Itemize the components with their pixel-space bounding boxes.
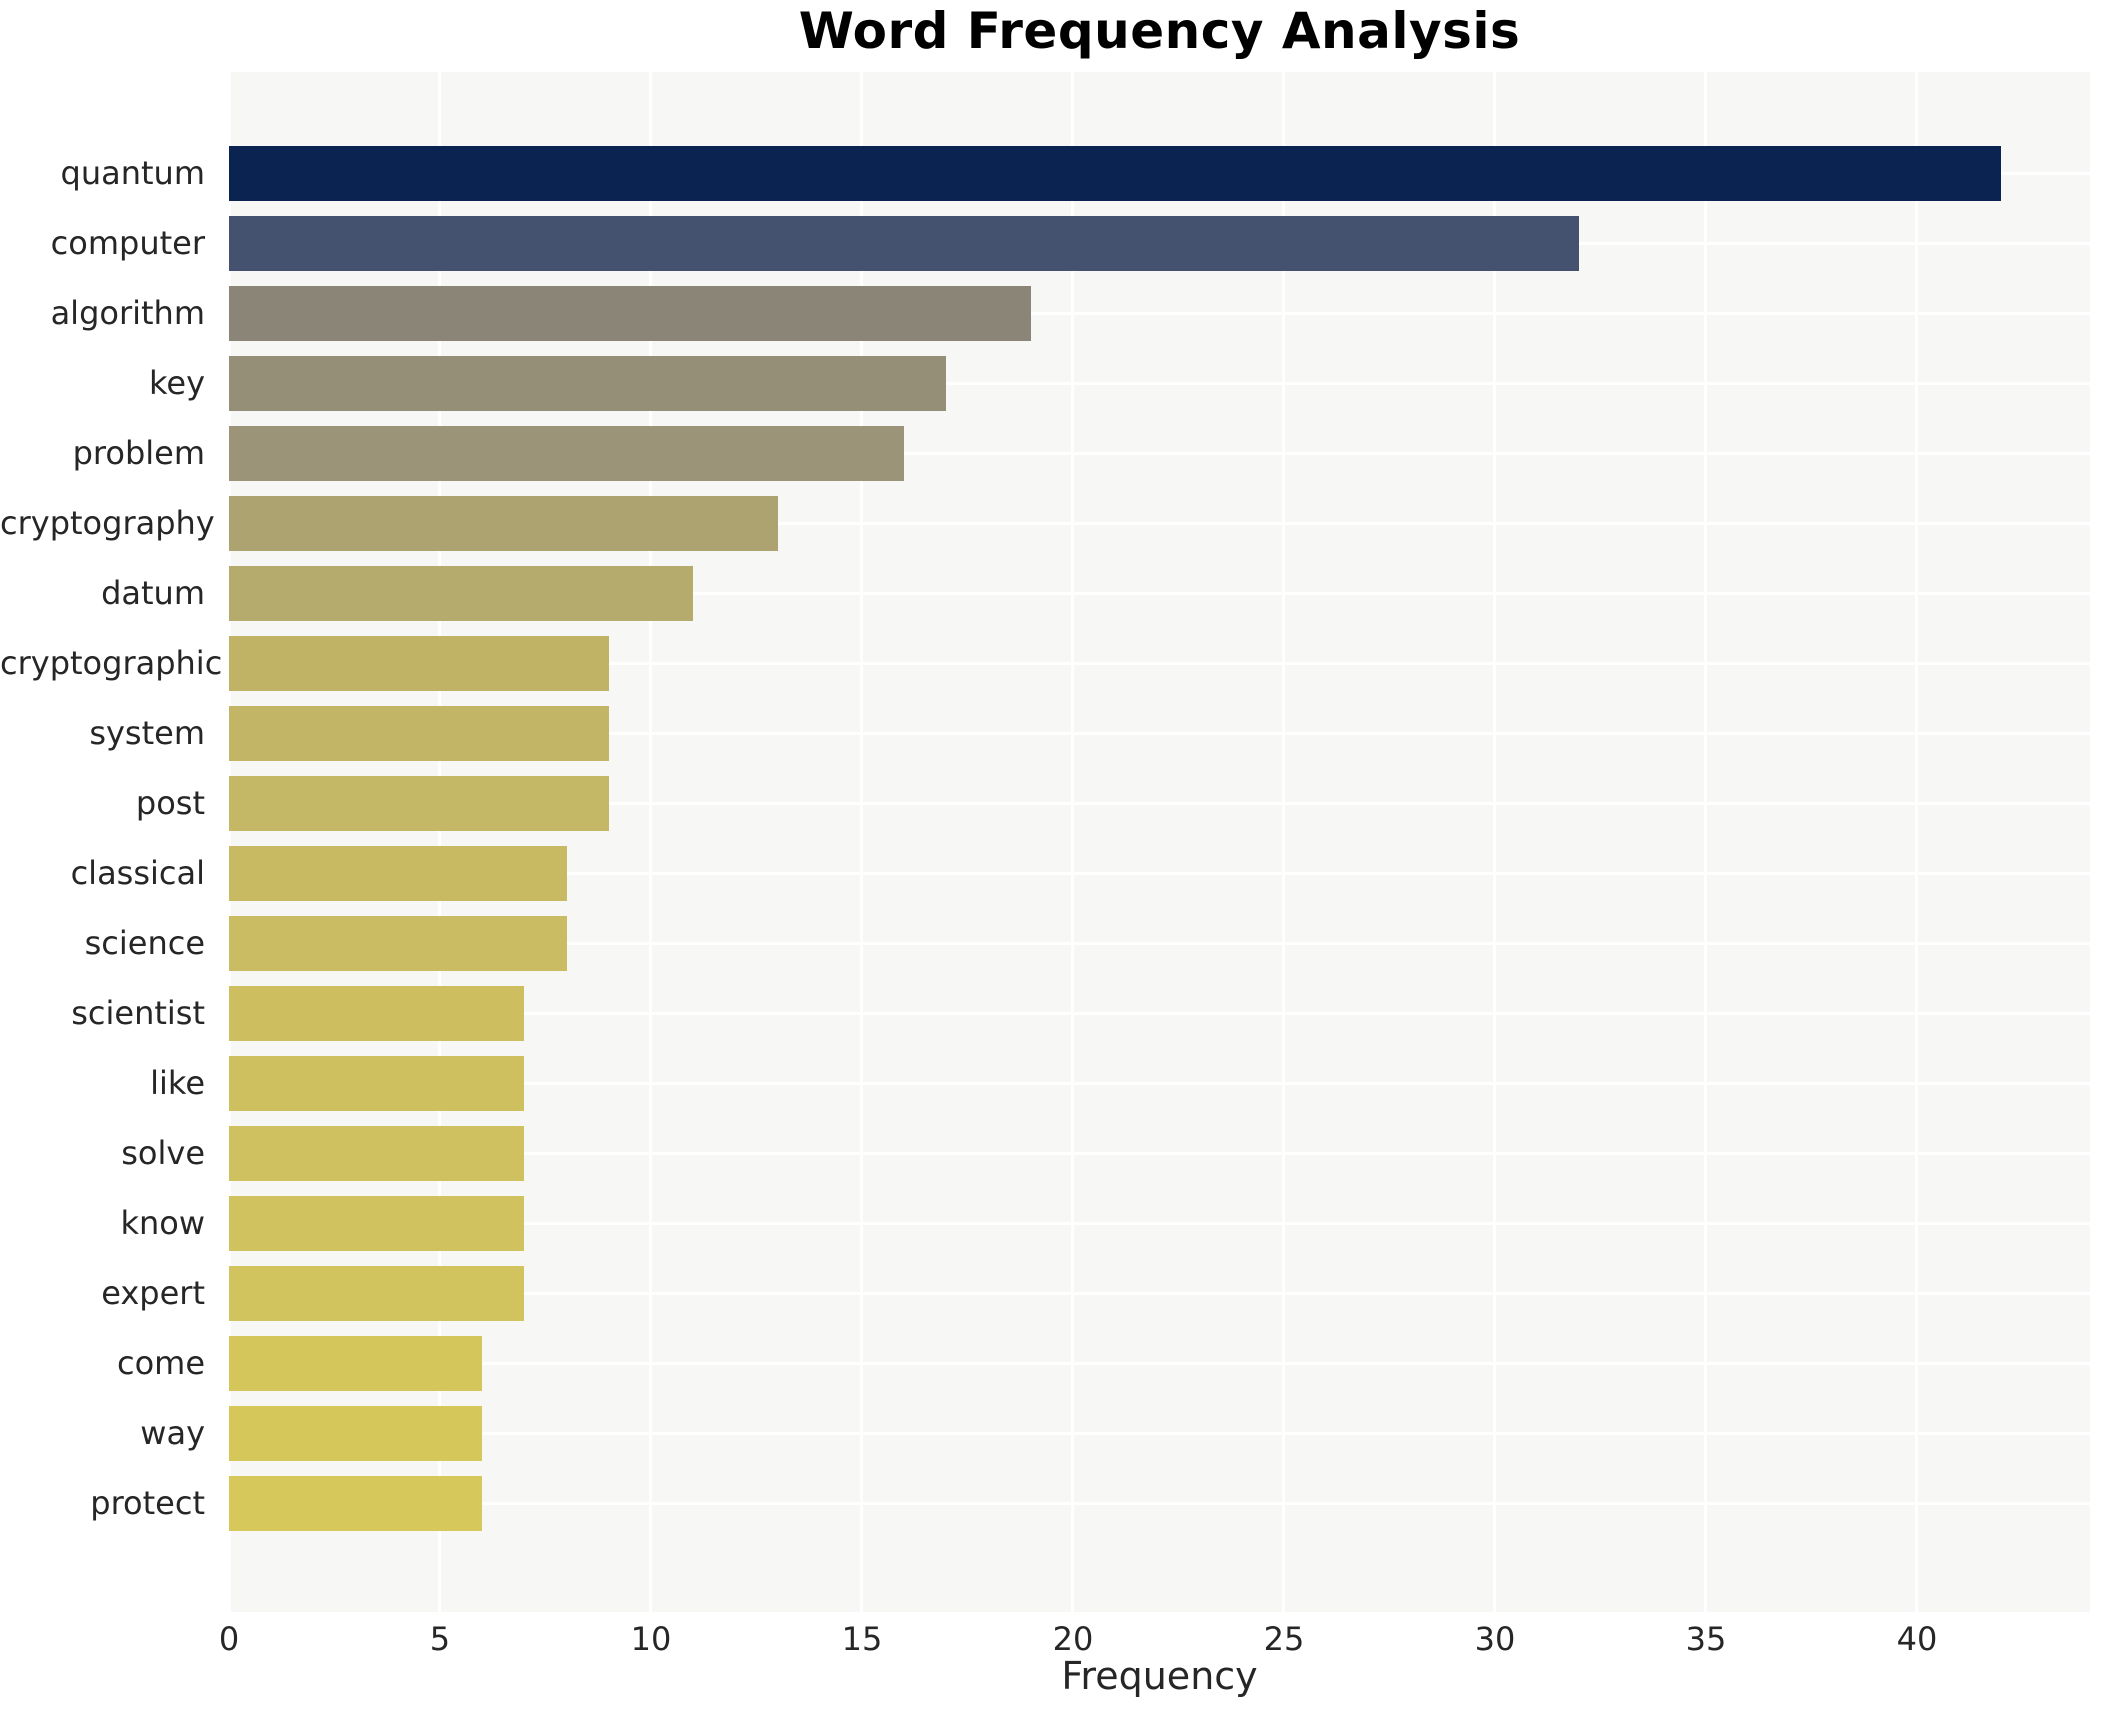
bar-like	[229, 1055, 525, 1111]
bar-science	[229, 915, 567, 971]
y-label-cryptography: cryptography	[0, 504, 215, 542]
y-label-datum: datum	[101, 574, 205, 612]
bar-scientist	[229, 985, 525, 1041]
bar-quantum	[229, 145, 2002, 201]
horizontal-gridline	[229, 801, 2090, 805]
x-tick-25: 25	[1263, 1620, 1305, 1658]
horizontal-gridline	[229, 941, 2090, 945]
horizontal-gridline	[229, 311, 2090, 315]
bar-computer	[229, 215, 1580, 271]
y-label-solve: solve	[121, 1134, 205, 1172]
bar-classical	[229, 845, 567, 901]
y-label-way: way	[140, 1414, 205, 1452]
vertical-gridline	[1493, 72, 1497, 1612]
vertical-gridline	[1915, 72, 1919, 1612]
x-tick-0: 0	[218, 1620, 240, 1658]
horizontal-gridline	[229, 731, 2090, 735]
vertical-gridline	[649, 72, 653, 1612]
bar-datum	[229, 565, 694, 621]
y-label-key: key	[148, 364, 205, 402]
horizontal-gridline	[229, 1501, 2090, 1505]
vertical-gridline	[227, 72, 231, 1612]
y-label-quantum: quantum	[60, 154, 205, 192]
x-tick-30: 30	[1474, 1620, 1516, 1658]
bar-cryptographic	[229, 635, 609, 691]
horizontal-gridline	[229, 521, 2090, 525]
vertical-gridline	[860, 72, 864, 1612]
y-label-cryptographic: cryptographic	[0, 644, 223, 682]
bar-expert	[229, 1265, 525, 1321]
vertical-gridline	[1071, 72, 1075, 1612]
y-label-system: system	[89, 714, 205, 752]
y-label-protect: protect	[90, 1484, 205, 1522]
bar-solve	[229, 1125, 525, 1181]
bar-algorithm	[229, 285, 1031, 341]
horizontal-gridline	[229, 1221, 2090, 1225]
x-tick-10: 10	[630, 1620, 672, 1658]
x-axis-title: Frequency	[1061, 1654, 1258, 1698]
horizontal-gridline	[229, 451, 2090, 455]
bar-system	[229, 705, 609, 761]
y-label-classical: classical	[70, 854, 205, 892]
y-label-problem: problem	[72, 434, 205, 472]
x-tick-5: 5	[429, 1620, 451, 1658]
bar-key	[229, 355, 947, 411]
bar-cryptography	[229, 495, 778, 551]
x-tick-40: 40	[1896, 1620, 1938, 1658]
horizontal-gridline	[229, 381, 2090, 385]
y-label-post: post	[135, 784, 205, 822]
horizontal-gridline	[229, 871, 2090, 875]
y-label-like: like	[150, 1064, 205, 1102]
horizontal-gridline	[229, 1011, 2090, 1015]
horizontal-gridline	[229, 1081, 2090, 1085]
y-label-come: come	[116, 1344, 205, 1382]
horizontal-gridline	[229, 591, 2090, 595]
bar-protect	[229, 1475, 483, 1531]
bar-way	[229, 1405, 483, 1461]
horizontal-gridline	[229, 1151, 2090, 1155]
vertical-gridline	[1704, 72, 1708, 1612]
y-label-computer: computer	[50, 224, 205, 262]
vertical-gridline	[438, 72, 442, 1612]
y-label-scientist: scientist	[71, 994, 205, 1032]
x-tick-35: 35	[1685, 1620, 1727, 1658]
y-label-expert: expert	[101, 1274, 205, 1312]
bar-problem	[229, 425, 905, 481]
x-tick-15: 15	[841, 1620, 883, 1658]
plot-area	[227, 72, 2090, 1612]
vertical-gridline	[1282, 72, 1286, 1612]
bar-post	[229, 775, 609, 831]
bar-come	[229, 1335, 483, 1391]
y-label-know: know	[120, 1204, 205, 1242]
horizontal-gridline	[229, 1431, 2090, 1435]
y-label-science: science	[84, 924, 205, 962]
bar-know	[229, 1195, 525, 1251]
horizontal-gridline	[229, 1361, 2090, 1365]
x-tick-20: 20	[1052, 1620, 1094, 1658]
horizontal-gridline	[229, 661, 2090, 665]
chart-title: Word Frequency Analysis	[798, 2, 1521, 60]
y-label-algorithm: algorithm	[50, 294, 205, 332]
horizontal-gridline	[229, 1291, 2090, 1295]
